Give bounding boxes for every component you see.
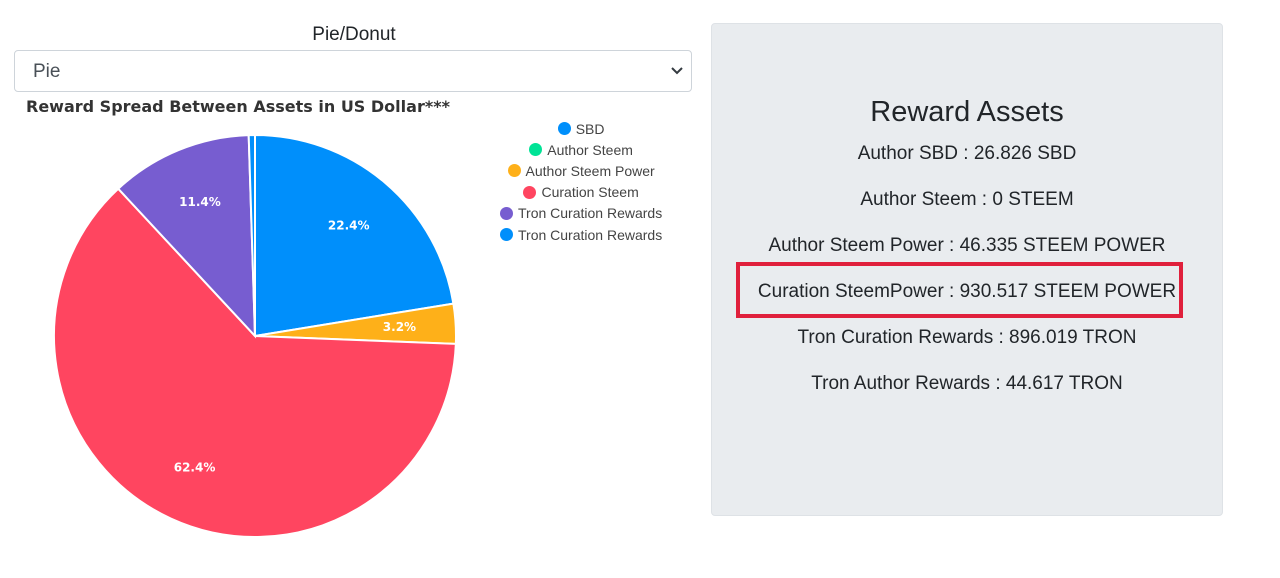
chevron-down-icon	[671, 67, 683, 75]
chart-title: Reward Spread Between Assets in US Dolla…	[26, 97, 450, 116]
legend-label-4: Tron Curation Rewards	[518, 205, 663, 222]
legend-item-0[interactable]: SBD	[500, 118, 662, 139]
chart-type-select[interactable]: Pie	[14, 50, 692, 92]
legend-label-3: Curation Steem	[541, 184, 639, 201]
chart-type-label: Pie/Donut	[312, 24, 396, 45]
legend-item-1[interactable]: Author Steem	[500, 139, 662, 160]
pie-slice-4[interactable]	[116, 134, 257, 339]
pie-slice-label-4: 11.4%	[179, 195, 221, 209]
legend-item-3[interactable]: Curation Steem	[500, 182, 662, 203]
asset-row-author-sbd: Author SBD : 26.826 SBD	[857, 143, 1077, 164]
panel-title: Reward Assets	[870, 96, 1064, 128]
asset-row-author-steem-power: Author Steem Power : 46.335 STEEM POWER	[768, 235, 1166, 256]
asset-row-tron-author-rewards: Tron Author Rewards : 44.617 TRON	[811, 373, 1123, 394]
legend-marker-1	[529, 143, 543, 157]
reward-assets-panel: Reward Assets Author SBD : 26.826 SBD Au…	[711, 23, 1223, 516]
pie-slice-5[interactable]	[247, 133, 256, 337]
chart-type-select-value: Pie	[33, 61, 61, 82]
pie-labels: 22.4% 3.2% 62.4% 11.4%	[174, 195, 416, 474]
legend-marker-2	[507, 164, 521, 178]
legend-marker-5	[500, 228, 513, 242]
legend-marker-0	[557, 122, 571, 136]
pie-slice-label-2: 3.2%	[383, 320, 416, 334]
chart-legend: SBD Author Steem Author Steem Power Curatio…	[500, 118, 662, 245]
legend-item-4[interactable]: Tron Curation Rewards	[500, 203, 662, 224]
legend-label-0: SBD	[575, 120, 605, 137]
pie-chart: 22.4% 3.2% 62.4% 11.4%	[53, 133, 457, 538]
asset-row-tron-curation-rewards: Tron Curation Rewards : 896.019 TRON	[797, 327, 1137, 348]
asset-row-curation-steempower: Curation SteemPower : 930.517 STEEM POWE…	[757, 281, 1177, 302]
legend-item-5[interactable]: Tron Curation Rewards	[500, 224, 662, 245]
asset-row-author-steem: Author Steem : 0 STEEM	[860, 189, 1074, 210]
pie-slice-label-3: 62.4%	[174, 460, 216, 474]
pie-slices	[53, 133, 457, 538]
legend-marker-4	[500, 206, 513, 220]
pie-slice-0[interactable]	[254, 133, 455, 338]
legend-item-2[interactable]: Author Steem Power	[500, 160, 662, 181]
legend-label-1: Author Steem	[547, 141, 633, 158]
legend-label-5: Tron Curation Rewards	[518, 226, 663, 243]
legend-marker-3	[523, 185, 537, 199]
legend-label-2: Author Steem Power	[525, 162, 655, 179]
highlight-box	[736, 262, 1183, 318]
pie-slice-label-0: 22.4%	[328, 219, 370, 233]
pie-slice-3[interactable]	[53, 187, 457, 538]
